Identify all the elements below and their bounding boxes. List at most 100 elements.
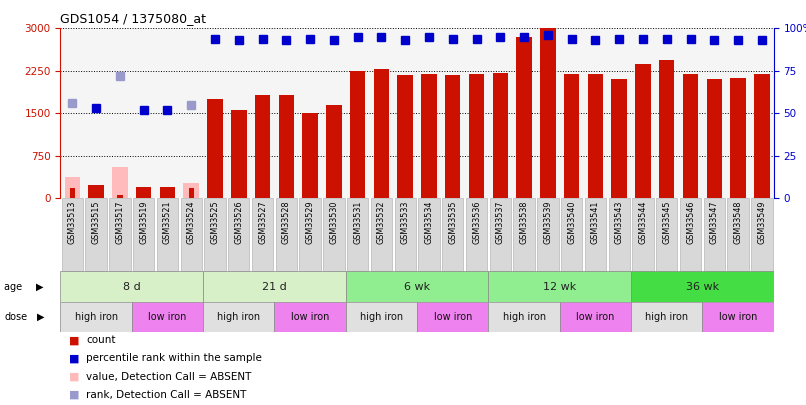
Text: GSM33546: GSM33546	[686, 200, 695, 244]
Text: GDS1054 / 1375080_at: GDS1054 / 1375080_at	[60, 12, 206, 25]
Bar	[279, 95, 294, 198]
Bar	[469, 74, 484, 198]
Text: GSM33547: GSM33547	[710, 200, 719, 244]
Bar	[659, 60, 675, 198]
FancyBboxPatch shape	[751, 198, 773, 271]
FancyBboxPatch shape	[727, 198, 749, 271]
Text: GSM33526: GSM33526	[235, 200, 243, 244]
FancyBboxPatch shape	[274, 302, 346, 332]
Text: age: age	[4, 281, 25, 292]
FancyBboxPatch shape	[418, 198, 440, 271]
Text: 36 wk: 36 wk	[686, 281, 719, 292]
Text: GSM33548: GSM33548	[733, 200, 742, 244]
Bar	[69, 188, 75, 198]
Bar	[540, 28, 555, 198]
FancyBboxPatch shape	[323, 198, 345, 271]
FancyBboxPatch shape	[394, 198, 416, 271]
FancyBboxPatch shape	[109, 198, 131, 271]
FancyBboxPatch shape	[559, 302, 631, 332]
FancyBboxPatch shape	[442, 198, 463, 271]
Text: GSM33540: GSM33540	[567, 200, 576, 244]
Text: 12 wk: 12 wk	[543, 281, 576, 292]
Bar	[112, 167, 127, 198]
Text: GSM33541: GSM33541	[591, 200, 600, 244]
Text: GSM33527: GSM33527	[258, 200, 267, 244]
Text: GSM33517: GSM33517	[115, 200, 124, 244]
FancyBboxPatch shape	[181, 198, 202, 271]
FancyBboxPatch shape	[679, 198, 701, 271]
FancyBboxPatch shape	[656, 198, 678, 271]
FancyBboxPatch shape	[488, 302, 559, 332]
FancyBboxPatch shape	[228, 198, 250, 271]
Text: GSM33535: GSM33535	[448, 200, 457, 244]
Bar	[564, 74, 580, 198]
Bar	[422, 74, 437, 198]
Text: ■: ■	[69, 390, 79, 400]
FancyBboxPatch shape	[131, 302, 203, 332]
FancyBboxPatch shape	[513, 198, 535, 271]
Bar	[189, 188, 194, 198]
FancyBboxPatch shape	[371, 198, 393, 271]
Text: GSM33528: GSM33528	[282, 200, 291, 244]
FancyBboxPatch shape	[704, 198, 725, 271]
Text: ■: ■	[69, 372, 79, 382]
Bar	[683, 74, 698, 198]
Text: low iron: low iron	[719, 312, 758, 322]
Text: high iron: high iron	[645, 312, 688, 322]
Text: low iron: low iron	[434, 312, 472, 322]
Bar	[517, 37, 532, 198]
Text: GSM33539: GSM33539	[543, 200, 552, 244]
Text: low iron: low iron	[576, 312, 615, 322]
Text: 6 wk: 6 wk	[404, 281, 430, 292]
FancyBboxPatch shape	[489, 198, 511, 271]
FancyBboxPatch shape	[631, 271, 774, 302]
FancyBboxPatch shape	[609, 198, 630, 271]
Text: GSM33536: GSM33536	[472, 200, 481, 244]
Text: value, Detection Call = ABSENT: value, Detection Call = ABSENT	[86, 372, 251, 382]
FancyBboxPatch shape	[632, 198, 654, 271]
Text: ■: ■	[69, 354, 79, 363]
FancyBboxPatch shape	[418, 302, 488, 332]
Text: GSM33525: GSM33525	[210, 200, 219, 244]
FancyBboxPatch shape	[276, 198, 297, 271]
Text: GSM33549: GSM33549	[758, 200, 767, 244]
Bar	[374, 69, 389, 198]
Bar	[588, 74, 603, 198]
Bar	[160, 187, 175, 198]
Bar	[184, 183, 199, 198]
Text: GSM33532: GSM33532	[377, 200, 386, 244]
Text: high iron: high iron	[359, 312, 403, 322]
Text: 8 d: 8 d	[123, 281, 141, 292]
FancyBboxPatch shape	[299, 198, 321, 271]
FancyBboxPatch shape	[60, 302, 131, 332]
Text: GSM33544: GSM33544	[638, 200, 647, 244]
Text: GSM33515: GSM33515	[92, 200, 101, 244]
Bar	[64, 177, 80, 198]
Bar	[730, 78, 746, 198]
Text: GSM33513: GSM33513	[68, 200, 77, 244]
Text: ■: ■	[69, 335, 79, 345]
FancyBboxPatch shape	[346, 271, 488, 302]
FancyBboxPatch shape	[561, 198, 583, 271]
Text: dose: dose	[4, 312, 27, 322]
FancyBboxPatch shape	[631, 302, 702, 332]
Bar	[397, 75, 413, 198]
Text: GSM33524: GSM33524	[187, 200, 196, 244]
Bar	[612, 79, 627, 198]
FancyBboxPatch shape	[61, 198, 83, 271]
Text: low iron: low iron	[148, 312, 187, 322]
Text: GSM33519: GSM33519	[139, 200, 148, 244]
Text: GSM33537: GSM33537	[496, 200, 505, 244]
Text: GSM33533: GSM33533	[401, 200, 409, 244]
FancyBboxPatch shape	[156, 198, 178, 271]
Text: percentile rank within the sample: percentile rank within the sample	[86, 354, 262, 363]
Text: high iron: high iron	[217, 312, 260, 322]
Bar	[350, 71, 365, 198]
Text: rank, Detection Call = ABSENT: rank, Detection Call = ABSENT	[86, 390, 247, 400]
Bar	[445, 75, 460, 198]
Bar	[136, 187, 152, 198]
FancyBboxPatch shape	[60, 271, 203, 302]
Text: GSM33530: GSM33530	[330, 200, 339, 244]
FancyBboxPatch shape	[347, 198, 368, 271]
FancyBboxPatch shape	[204, 198, 226, 271]
